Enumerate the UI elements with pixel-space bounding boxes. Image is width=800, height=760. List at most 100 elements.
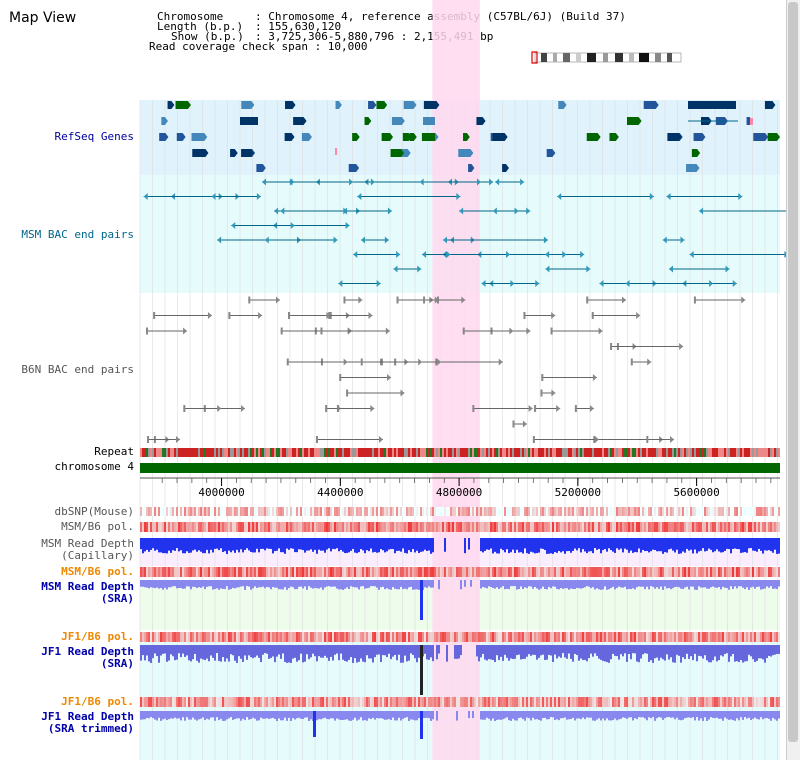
msm-sra-depth <box>648 580 650 590</box>
msm-cap-depth <box>188 538 190 553</box>
jf1-trim-depth <box>140 711 142 720</box>
jf1-sra-depth <box>520 645 522 660</box>
jf1-sra-depth <box>622 645 624 657</box>
dbsnp-cell <box>704 507 706 516</box>
scrollbar-thumb[interactable] <box>788 2 798 742</box>
jf1-b6-pol2-cell <box>566 697 568 707</box>
msm-b6-pol2-cell <box>176 567 178 577</box>
msm-b6-pol-cell <box>506 522 508 532</box>
dbsnp-cell <box>332 507 334 516</box>
msm-sra-depth <box>508 580 510 590</box>
msm-sra-depth <box>178 580 180 589</box>
msm-b6-pol-cell <box>554 522 556 532</box>
jf1-b6-pol2-cell <box>568 697 570 707</box>
repeat-feature <box>748 448 750 457</box>
msm-sra-depth <box>656 580 658 588</box>
jf1-sra-depth <box>230 645 232 655</box>
jf1-sra-depth <box>180 645 182 658</box>
jf1-sra-depth <box>292 645 294 659</box>
msm-b6-pol2-cell <box>584 567 586 577</box>
msm-cap-depth <box>528 538 530 554</box>
repeat-feature <box>316 448 318 457</box>
jf1-sra-depth <box>168 645 170 661</box>
msm-b6-pol2-cell <box>580 567 582 577</box>
msm-sra-depth <box>546 580 548 590</box>
jf1-b6-pol-cell <box>730 632 732 642</box>
msm-b6-pol2-cell <box>408 567 410 577</box>
jf1-b6-pol-cell <box>294 632 296 642</box>
msm-b6-pol2-cell <box>228 567 230 577</box>
show-key: Show (b.p.) <box>171 30 244 43</box>
dbsnp-cell <box>292 507 294 516</box>
msm-b6-pol-cell <box>456 522 458 532</box>
jf1-b6-pol2-cell <box>276 697 278 707</box>
msm-b6-pol-cell <box>382 522 384 532</box>
repeat-feature <box>714 448 716 457</box>
msm-cap-depth <box>584 538 586 552</box>
jf1-b6-pol2-cell <box>546 697 548 707</box>
msm-b6-pol2-cell <box>148 567 150 577</box>
msm-b6-pol2-cell <box>248 567 250 577</box>
jf1-trim-depth <box>722 711 724 721</box>
jf1-sra-depth <box>598 645 600 659</box>
b6n-bac-end <box>358 296 363 304</box>
msm-sra-depth <box>158 580 160 589</box>
jf1-sra-depth <box>216 645 218 654</box>
repeat-feature <box>690 448 692 457</box>
jf1-b6-pol-cell <box>544 632 546 642</box>
jf1-trim-depth <box>604 711 606 721</box>
msm-b6-pol-cell <box>640 522 642 532</box>
jf1-b6-pol-cell <box>238 632 240 642</box>
msm-cap-depth <box>626 538 628 550</box>
jf1-trim-depth <box>622 711 624 718</box>
jf1-b6-pol-cell <box>440 632 442 642</box>
msm-sra-depth <box>516 580 518 590</box>
msm-b6-pol-cell <box>390 522 392 532</box>
jf1-b6-pol-cell <box>426 632 428 642</box>
jf1-trim-depth <box>736 711 738 719</box>
msm-b6-pol-cell <box>320 522 322 532</box>
jf1-b6-pol2-cell <box>596 697 598 707</box>
msm-b6-pol2-cell <box>702 567 704 577</box>
msm-b6-pol2-cell <box>542 567 544 577</box>
msm-b6-pol-cell <box>770 522 772 532</box>
msm-sra-depth <box>522 580 524 590</box>
jf1-b6-pol-cell <box>414 632 416 642</box>
msm-b6-pol-cell <box>614 522 616 532</box>
chromosome-ideogram[interactable] <box>529 51 687 65</box>
msm-b6-pol-cell <box>508 522 510 532</box>
msm-cap-depth <box>550 538 552 554</box>
jf1-b6-pol-cell <box>384 632 386 642</box>
jf1-sra-depth <box>660 645 662 658</box>
jf1-b6-pol-cell <box>574 632 576 642</box>
jf1-b6-pol2-cell <box>418 697 420 707</box>
repeat-feature <box>504 448 506 457</box>
repeat-feature <box>170 448 172 457</box>
jf1-b6-pol-cell <box>410 632 412 642</box>
msm-sra-depth <box>146 580 148 588</box>
msm-b6-pol2-cell <box>448 567 450 577</box>
msm-b6-pol-cell <box>304 522 306 532</box>
jf1-b6-pol2-cell <box>316 697 318 707</box>
msm-b6-pol2-cell <box>686 567 688 577</box>
msm-cap-depth <box>738 538 740 550</box>
msm-b6-pol2-cell <box>458 567 460 577</box>
repeat-feature <box>350 448 352 457</box>
dbsnp-cell <box>476 507 478 516</box>
jf1-b6-pol2-cell <box>634 697 636 707</box>
repeat-feature <box>180 448 182 457</box>
jf1-trim-depth <box>624 711 626 718</box>
repeat-feature <box>234 448 236 457</box>
jf1-trim-depth <box>164 711 166 719</box>
msm-sra-depth <box>654 580 656 589</box>
msm-b6-pol-cell <box>184 522 186 532</box>
repeat-feature <box>280 448 282 457</box>
msm-sra-depth <box>296 580 298 590</box>
msm-bac-end <box>217 236 222 244</box>
msm-bac-end <box>526 207 531 215</box>
dbsnp-cell <box>234 507 236 516</box>
msm-b6-pol2-cell <box>672 567 674 577</box>
msm-cap-depth <box>142 538 144 554</box>
dbsnp-cell <box>730 507 732 516</box>
